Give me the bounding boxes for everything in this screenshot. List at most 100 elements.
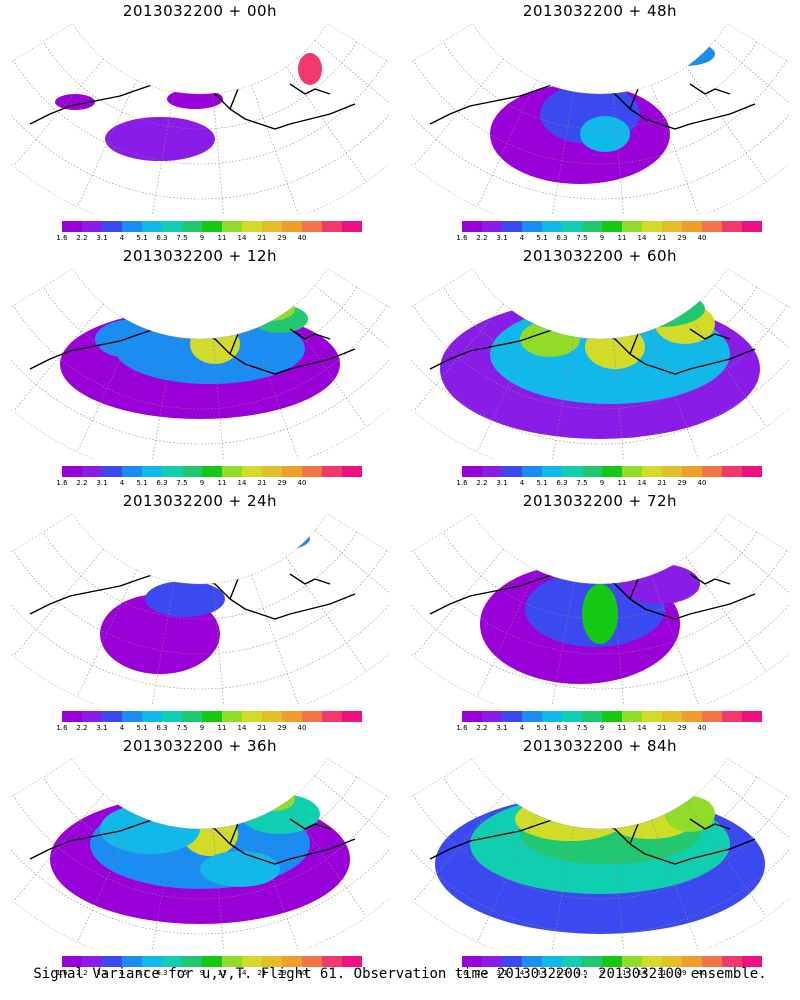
- colorbar: [462, 956, 762, 967]
- colorbar-swatch: [162, 221, 182, 232]
- colorbar-swatch: [142, 221, 162, 232]
- colorbar: [62, 711, 362, 722]
- variance-contour: [515, 797, 625, 841]
- variance-map: [410, 514, 790, 704]
- colorbar-swatch: [242, 711, 262, 722]
- variance-map: [10, 24, 390, 214]
- meridian-line: [285, 311, 367, 427]
- colorbar-swatch: [602, 711, 622, 722]
- meridian-line: [413, 58, 504, 167]
- colorbar-swatch: [202, 711, 222, 722]
- colorbar-swatch: [62, 466, 82, 477]
- colorbar-tick-label: 29: [677, 234, 687, 242]
- colorbar-tick-label: 11: [617, 234, 627, 242]
- colorbar-swatch: [542, 466, 562, 477]
- colorbar-swatch: [222, 466, 242, 477]
- colorbar-swatch: [342, 466, 362, 477]
- parallel-line: [13, 550, 387, 655]
- colorbar-swatch: [562, 466, 582, 477]
- colorbar-swatch: [642, 221, 662, 232]
- colorbar-swatch: [102, 956, 122, 967]
- panel-title: 2013032200 + 00h: [122, 2, 278, 20]
- forecast-panel: 2013032200 + 48h 1.6 2.2 3.1 4 5.1 6.3 7.5 9 11 14…: [400, 0, 800, 245]
- meridian-line: [13, 548, 104, 657]
- meridian-line: [149, 581, 175, 704]
- variance-contour: [190, 324, 240, 364]
- colorbar: [462, 711, 762, 722]
- parallel-line: [442, 41, 758, 130]
- colorbar-swatch: [622, 221, 642, 232]
- colorbar-swatch: [102, 466, 122, 477]
- colorbar-tick-label: 21: [257, 969, 267, 977]
- colorbar-tick-label: 4: [519, 969, 525, 977]
- colorbar-swatch: [602, 221, 622, 232]
- colorbar-tick-label: 29: [677, 969, 687, 977]
- colorbar-swatch: [462, 466, 482, 477]
- parallel-line: [42, 531, 358, 620]
- colorbar-swatch: [302, 711, 322, 722]
- variance-contour: [200, 851, 280, 887]
- colorbar-tick-label: 14: [237, 234, 247, 242]
- colorbar-swatch: [162, 711, 182, 722]
- colorbar-tick-label: 21: [657, 479, 667, 487]
- colorbar-tick-label: 6.3: [156, 969, 168, 977]
- colorbar-swatch: [522, 221, 542, 232]
- colorbar-swatch: [202, 466, 222, 477]
- colorbar-tick-label: 2.2: [476, 479, 488, 487]
- colorbar-swatch: [322, 466, 342, 477]
- colorbar-tick-label: 14: [637, 234, 647, 242]
- colorbar-swatch: [242, 221, 262, 232]
- panel-title: 2013032200 + 36h: [122, 737, 278, 755]
- colorbar-tick-label: 14: [637, 479, 647, 487]
- parallel-line: [13, 60, 387, 165]
- colorbar-tick-label: 5.1: [536, 234, 548, 242]
- colorbar-swatch: [282, 956, 302, 967]
- parallel-line: [410, 813, 790, 935]
- forecast-panel: 2013032200 + 00h 1.6 2.2 3.1 4 5.1 6.3 7.5 9 11 14…: [0, 0, 400, 245]
- colorbar-swatch: [282, 221, 302, 232]
- colorbar-swatch: [282, 711, 302, 722]
- colorbar-tick-label: 6.3: [156, 479, 168, 487]
- colorbar-tick-label: 5.1: [136, 724, 148, 732]
- variance-map: [10, 269, 390, 459]
- colorbar-swatch: [102, 711, 122, 722]
- meridian-line: [251, 84, 300, 214]
- colorbar-swatch: [302, 466, 322, 477]
- colorbar-tick-label: 5.1: [136, 479, 148, 487]
- parallel-line: [13, 305, 387, 410]
- colorbar-swatch: [182, 711, 202, 722]
- meridian-line: [149, 336, 175, 459]
- variance-contour: [298, 53, 322, 85]
- colorbar-tick-label: 1.6: [56, 479, 68, 487]
- meridian-line: [685, 311, 767, 427]
- colorbar-tick-label: 14: [237, 969, 247, 977]
- forecast-panel: 2013032200 + 36h 1.6 2.2 3.1 4 5.1 6.3 7.5 9 11 14…: [0, 735, 400, 980]
- colorbar-swatch: [482, 221, 502, 232]
- colorbar-swatch: [622, 711, 642, 722]
- variance-contour: [530, 542, 590, 566]
- colorbar-swatch: [462, 956, 482, 967]
- meridian-line: [251, 574, 300, 704]
- colorbar-tick-label: 4: [519, 479, 525, 487]
- parallel-line: [442, 286, 758, 375]
- colorbar-swatch: [502, 711, 522, 722]
- colorbar-swatch: [742, 711, 762, 722]
- colorbar-tick-label: 5.1: [536, 479, 548, 487]
- colorbar-tick-label: 11: [617, 969, 627, 977]
- colorbar-swatch: [122, 711, 142, 722]
- colorbar-tick-label: 5.1: [536, 724, 548, 732]
- colorbar-tick-label: 40: [297, 479, 307, 487]
- colorbar-tick-label: 2.2: [476, 724, 488, 732]
- colorbar-swatch: [662, 466, 682, 477]
- colorbar-tick-label: 11: [217, 479, 227, 487]
- colorbar-tick-label: 21: [657, 724, 667, 732]
- variance-map: [10, 759, 390, 949]
- meridian-line: [149, 91, 175, 214]
- colorbar-swatch: [62, 956, 82, 967]
- colorbar-tick-label: 21: [657, 234, 667, 242]
- colorbar-swatch: [662, 956, 682, 967]
- colorbar-tick-label: 4: [119, 969, 125, 977]
- variance-contour: [665, 796, 715, 832]
- colorbar: [62, 956, 362, 967]
- meridian-line: [714, 40, 790, 131]
